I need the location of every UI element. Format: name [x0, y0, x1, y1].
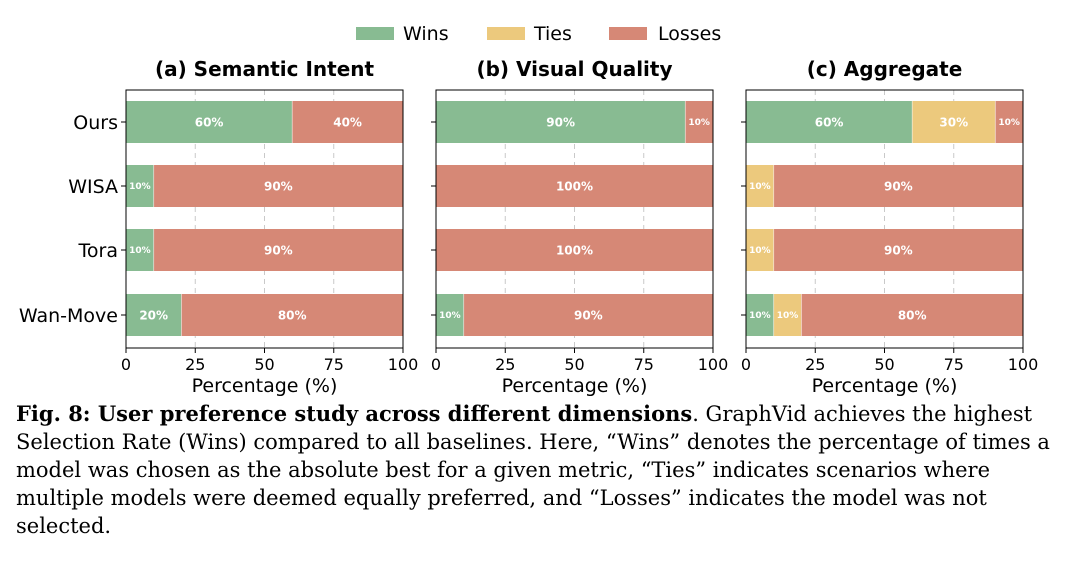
panel-b-visual-quality: (b) Visual Quality 90% 10% 100% 100% 10% 90% 0 2… [431, 57, 728, 397]
y-tick-label: WISA [68, 176, 118, 198]
legend-label-wins: Wins [403, 23, 449, 45]
x-tick-label: 50 [564, 355, 584, 374]
y-tick-label: Tora [78, 240, 118, 262]
x-tick-label: 75 [944, 355, 964, 374]
bar-tora-wins [126, 229, 154, 271]
figure: Wins Ties Losses (a) Semantic Intent 60% 40%… [19, 23, 1038, 397]
data-label: 10% [439, 311, 461, 321]
caption-bold: Fig. 8: User preference study across dif… [16, 401, 693, 426]
x-axis-label: Percentage (%) [502, 375, 648, 397]
legend-swatch-wins [356, 27, 394, 40]
data-label: 10% [998, 118, 1020, 128]
data-label: 90% [884, 179, 913, 193]
bar-wisa-losses [436, 165, 713, 207]
bar-tora-losses [153, 229, 403, 271]
data-label: 20% [139, 308, 168, 322]
panel-title: (c) Aggregate [807, 57, 963, 81]
bar-wan-move-losses [801, 294, 1023, 336]
bar-tora-losses [436, 229, 713, 271]
x-tick-label: 50 [874, 355, 894, 374]
bar-wisa-wins [126, 165, 154, 207]
bar-ours-wins [126, 101, 293, 143]
bar-ours-losses [292, 101, 403, 143]
bar-wan-move-wins [746, 294, 774, 336]
data-label: 100% [556, 179, 593, 193]
data-label: 90% [574, 308, 603, 322]
x-axis-label: Percentage (%) [192, 375, 338, 397]
y-tick-label: Wan-Move [19, 305, 118, 327]
bar-wan-move-losses [181, 294, 403, 336]
data-label: 30% [939, 115, 968, 129]
x-tick-label: 75 [634, 355, 654, 374]
data-label: 10% [749, 182, 771, 192]
data-label: 60% [195, 115, 224, 129]
bar-wan-move-ties [773, 294, 802, 336]
legend-label-ties: Ties [533, 23, 572, 45]
x-tick-label: 25 [805, 355, 825, 374]
bar-wisa-ties [746, 165, 774, 207]
bar-ours-wins [746, 101, 913, 143]
panel-title: (a) Semantic Intent [155, 57, 375, 81]
x-tick-label: 0 [431, 355, 441, 374]
x-tick-label: 50 [254, 355, 274, 374]
y-tick-label: Ours [73, 112, 118, 134]
panel-c-aggregate: (c) Aggregate 60% 30% 10% 10% 90% 10% 90% 10% 10%… [741, 57, 1038, 397]
x-tick-label: 100 [388, 355, 419, 374]
data-label: 10% [777, 311, 799, 321]
data-label: 90% [546, 115, 575, 129]
data-label: 80% [898, 308, 927, 322]
legend: Wins Ties Losses [356, 23, 721, 45]
panel-a-semantic-intent: (a) Semantic Intent 60% 40% 10% 90% 10% 90% 20%… [19, 57, 418, 397]
x-tick-label: 75 [324, 355, 344, 374]
legend-label-losses: Losses [658, 23, 721, 45]
caption-text: . GraphVid achieves the highest Selectio… [16, 402, 1050, 538]
bar-wisa-losses [153, 165, 403, 207]
legend-swatch-ties [487, 27, 525, 40]
data-label: 80% [278, 308, 307, 322]
chart-panels: (a) Semantic Intent 60% 40% 10% 90% 10% 90% 20%… [19, 57, 1038, 397]
panel-title: (b) Visual Quality [476, 57, 672, 81]
bar-wisa-losses [773, 165, 1023, 207]
data-label: 40% [333, 115, 362, 129]
x-tick-label: 100 [698, 355, 729, 374]
data-label: 10% [129, 182, 151, 192]
figure-caption: Fig. 8: User preference study across dif… [16, 400, 1056, 540]
bar-wan-move-wins [126, 294, 182, 336]
bar-ours-losses [995, 101, 1023, 143]
bar-ours-wins [436, 101, 686, 143]
bar-tora-losses [773, 229, 1023, 271]
bar-wan-move-losses [463, 294, 713, 336]
bar-wan-move-wins [436, 294, 464, 336]
bar-ours-losses [685, 101, 713, 143]
x-tick-label: 25 [185, 355, 205, 374]
data-label: 90% [884, 243, 913, 257]
x-tick-label: 0 [741, 355, 751, 374]
data-label: 10% [749, 311, 771, 321]
x-tick-label: 0 [121, 355, 131, 374]
x-tick-label: 25 [495, 355, 515, 374]
data-label: 60% [815, 115, 844, 129]
data-label: 10% [129, 246, 151, 256]
bar-tora-ties [746, 229, 774, 271]
x-tick-label: 100 [1008, 355, 1039, 374]
x-axis-label: Percentage (%) [812, 375, 958, 397]
data-label: 100% [556, 243, 593, 257]
data-label: 90% [264, 179, 293, 193]
bar-ours-ties [912, 101, 996, 143]
data-label: 10% [749, 246, 771, 256]
legend-swatch-losses [609, 27, 647, 40]
data-label: 10% [688, 118, 710, 128]
data-label: 90% [264, 243, 293, 257]
